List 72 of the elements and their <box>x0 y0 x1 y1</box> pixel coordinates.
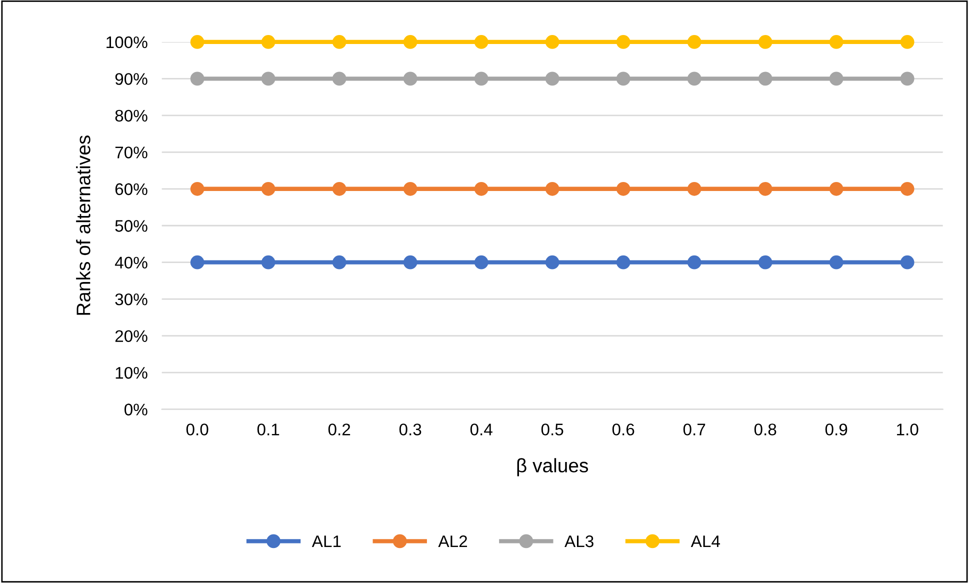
point <box>545 35 560 49</box>
point <box>616 182 630 196</box>
point <box>758 182 772 196</box>
y-tick-label: 50% <box>115 220 148 232</box>
y-tick-label: 10% <box>116 366 148 379</box>
point <box>758 72 772 86</box>
y-tick-label: 90% <box>115 73 148 85</box>
y-tick-label: 80% <box>115 110 148 122</box>
point <box>900 35 914 49</box>
point <box>900 72 914 86</box>
point <box>545 72 560 86</box>
point <box>687 255 702 270</box>
point <box>190 182 204 196</box>
legend-label: AL1 <box>312 536 341 548</box>
legend-label: AL3 <box>564 535 594 548</box>
x-tick-label: 0.3 <box>399 424 422 436</box>
legend-label: AL4 <box>690 536 720 548</box>
point <box>758 35 772 49</box>
point <box>829 72 844 86</box>
point <box>190 255 204 270</box>
point <box>900 182 914 196</box>
point <box>616 255 630 270</box>
point <box>403 72 418 86</box>
point <box>332 72 346 86</box>
point <box>403 35 418 49</box>
y-tick-label: 30% <box>115 293 148 306</box>
x-tick-label: 0.1 <box>257 424 280 436</box>
point <box>616 35 630 49</box>
point <box>332 35 346 49</box>
point <box>332 182 346 196</box>
point <box>829 255 844 270</box>
y-tick-label: 20% <box>115 330 148 342</box>
x-axis-title: β values <box>517 458 588 476</box>
point <box>758 255 772 270</box>
x-tick-label: 0.4 <box>470 424 492 436</box>
point <box>829 35 844 49</box>
x-tick-label: 0.6 <box>612 424 634 436</box>
y-axis-title: Ranks of alternatives <box>76 136 90 315</box>
y-tick-label: 70% <box>115 146 148 158</box>
point <box>474 182 488 196</box>
x-tick-label: 0.0 <box>186 424 208 436</box>
point <box>403 182 418 196</box>
point <box>261 182 276 196</box>
point <box>829 182 844 196</box>
point <box>616 72 630 86</box>
point <box>545 182 560 196</box>
point <box>190 35 204 49</box>
x-tick-label: 0.9 <box>825 424 848 436</box>
point <box>261 72 276 86</box>
y-tick-label: 60% <box>115 183 148 196</box>
x-tick-label: 0.8 <box>754 424 776 436</box>
point <box>687 35 702 49</box>
point <box>545 255 560 270</box>
point <box>261 255 276 270</box>
point <box>261 35 276 49</box>
x-tick-label: 0.5 <box>541 424 564 436</box>
y-tick-label: 40% <box>114 256 148 269</box>
y-tick-label: 0% <box>124 404 148 416</box>
x-tick-label: 0.2 <box>328 424 350 436</box>
point <box>190 72 204 86</box>
legend-label: AL2 <box>438 535 467 548</box>
point <box>403 255 418 270</box>
y-tick-label: 100% <box>106 36 148 48</box>
point <box>900 255 914 270</box>
point <box>332 255 346 270</box>
point <box>474 255 488 270</box>
x-tick-label: 0.7 <box>683 424 706 436</box>
point <box>687 72 702 86</box>
point <box>687 182 702 196</box>
point <box>474 72 488 86</box>
point <box>474 35 488 49</box>
x-tick-label: 1.0 <box>897 424 918 436</box>
